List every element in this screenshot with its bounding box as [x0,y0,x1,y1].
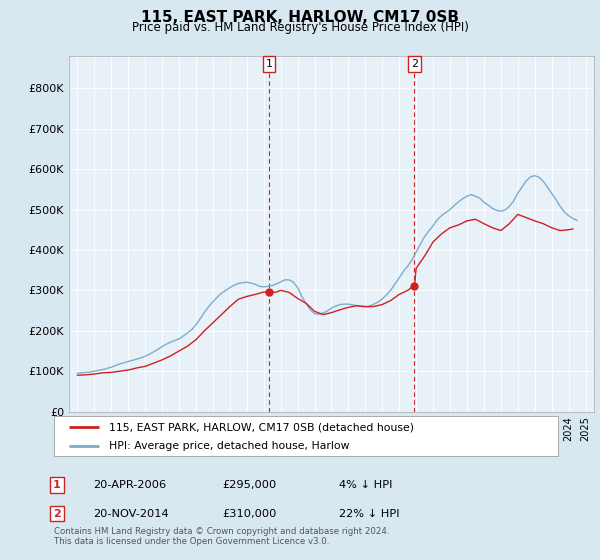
Text: HPI: Average price, detached house, Harlow: HPI: Average price, detached house, Harl… [109,441,350,451]
Text: 1: 1 [53,480,61,490]
Text: 2: 2 [411,59,418,69]
Text: 20-APR-2006: 20-APR-2006 [93,480,166,490]
Text: Price paid vs. HM Land Registry's House Price Index (HPI): Price paid vs. HM Land Registry's House … [131,21,469,34]
Text: 22% ↓ HPI: 22% ↓ HPI [339,508,400,519]
Text: £295,000: £295,000 [222,480,276,490]
Text: 2: 2 [53,508,61,519]
Text: Contains HM Land Registry data © Crown copyright and database right 2024.
This d: Contains HM Land Registry data © Crown c… [54,526,389,546]
Text: 1: 1 [265,59,272,69]
Text: 4% ↓ HPI: 4% ↓ HPI [339,480,392,490]
Text: 20-NOV-2014: 20-NOV-2014 [93,508,169,519]
Text: £310,000: £310,000 [222,508,277,519]
Text: 115, EAST PARK, HARLOW, CM17 0SB: 115, EAST PARK, HARLOW, CM17 0SB [141,10,459,25]
Text: 115, EAST PARK, HARLOW, CM17 0SB (detached house): 115, EAST PARK, HARLOW, CM17 0SB (detach… [109,422,415,432]
